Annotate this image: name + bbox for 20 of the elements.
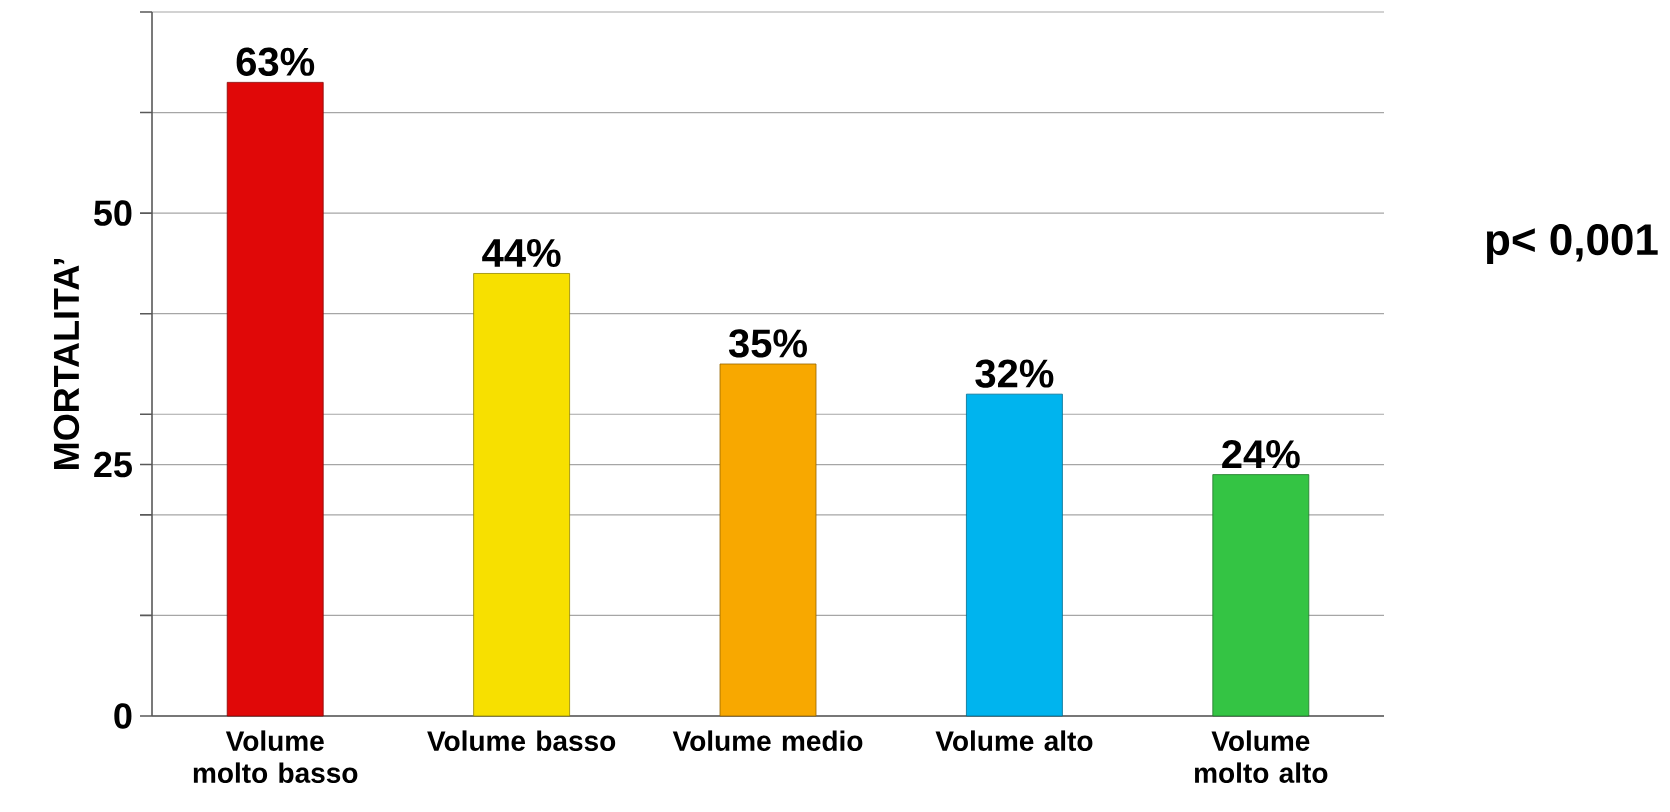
bar [1212,474,1310,717]
bar [226,81,324,717]
bar [473,273,571,717]
data-label: 35% [728,329,807,358]
y-axis-title: MORTALITA’ [53,259,80,469]
text: p< 0,001 [1486,224,1658,264]
x-tick-label: Volume molto basso [193,730,358,783]
data-label: 44% [482,238,561,268]
x-tick-label: Volume basso [427,730,616,751]
bar [966,393,1063,717]
x-tick-label: Volume alto [935,730,1093,751]
bar [719,363,817,717]
y-tick-label: 25 [94,451,132,478]
data-label: 32% [975,359,1054,388]
data-label: 24% [1222,439,1300,469]
x-tick-label: Volume molto alto [1195,730,1328,783]
y-tick-label: 50 [94,200,132,226]
data-label: 63% [236,47,315,76]
x-tick-label: Volume medio [672,730,863,751]
y-tick-label: 0 [114,703,132,729]
